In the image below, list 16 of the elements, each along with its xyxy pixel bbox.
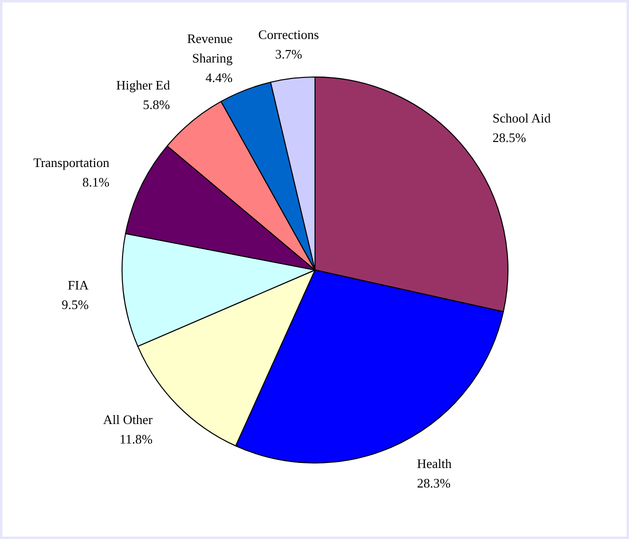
slice-label: Corrections <box>258 27 319 42</box>
slice-label: Higher Ed <box>116 78 170 93</box>
slice-label: Health <box>416 456 452 471</box>
slice-label: School Aid <box>492 110 552 126</box>
slice-label: Transportation <box>33 155 110 170</box>
data-label: 11.8% <box>120 431 153 446</box>
slice-label: Revenue Sharing <box>187 31 234 66</box>
data-label: 28.3% <box>416 475 451 490</box>
data-label: 4.4% <box>206 70 233 86</box>
data-label: 9.5% <box>62 296 89 312</box>
slice-label: FIA <box>68 277 90 292</box>
slice-label: All Other <box>103 412 154 427</box>
data-label: 5.8% <box>142 97 170 112</box>
data-label: 8.1% <box>82 174 110 190</box>
data-label: 3.7% <box>275 46 302 62</box>
data-label: 28.5% <box>492 130 526 146</box>
